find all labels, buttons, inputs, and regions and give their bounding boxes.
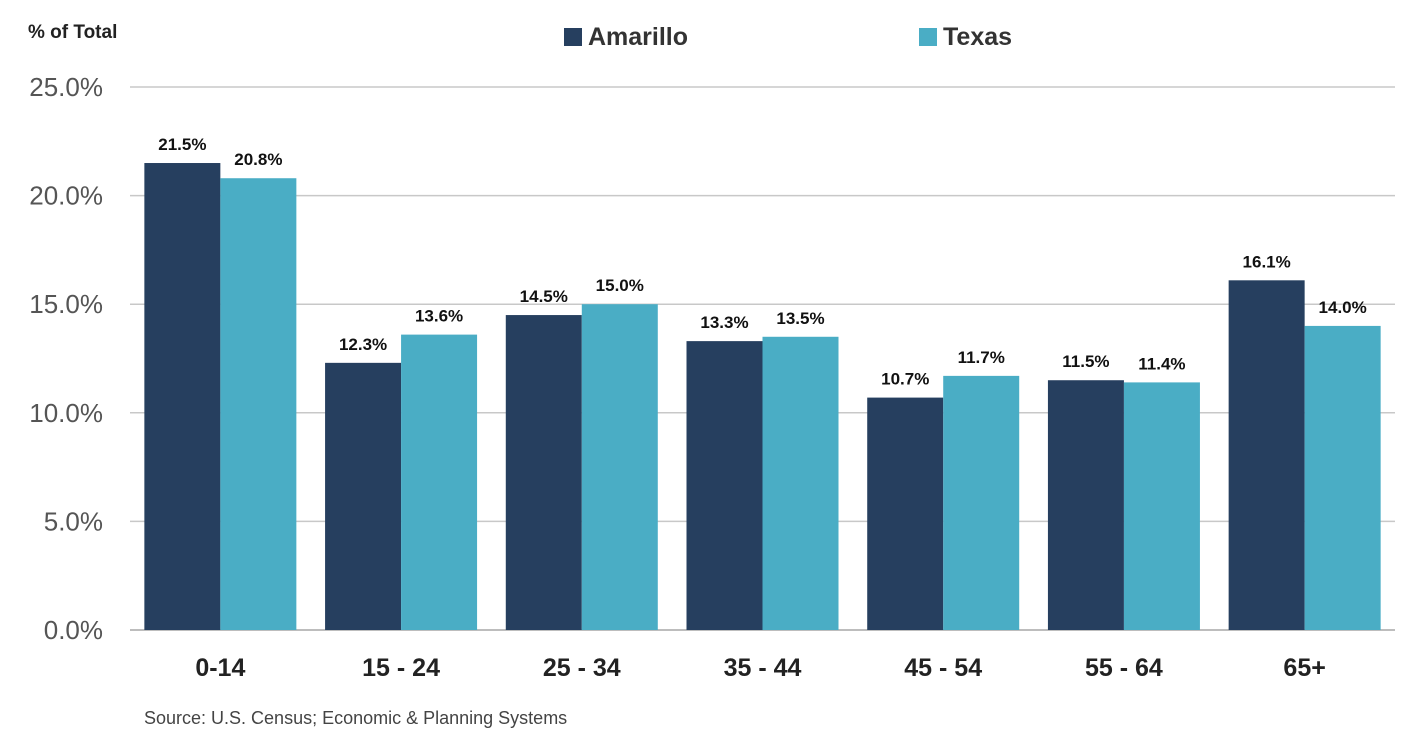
y-axis-title: % of Total [28,22,117,43]
bar-amarillo-6 [1228,280,1305,630]
data-label: 21.5% [158,135,206,154]
bar-amarillo-0 [144,163,221,630]
data-label: 13.3% [700,313,748,332]
legend-swatch-amarillo [564,28,582,46]
bar-texas-0 [220,178,297,630]
x-category-label: 35 - 44 [724,654,802,682]
y-axis-ticks: 0.0% 5.0% 10.0% 15.0% 20.0% 25.0% [29,72,103,645]
data-labels: 21.5% 20.8% 12.3% 13.6% 14.5% 15.0% 13.3% 13.5%… [158,135,1366,389]
bars [144,163,1381,630]
x-category-label: 45 - 54 [904,654,982,682]
source-note: Source: U.S. Census; Economic & Planning… [144,708,567,728]
x-category-label: 65+ [1283,654,1325,682]
x-category-label: 15 - 24 [362,654,440,682]
data-label: 15.0% [596,276,644,295]
x-category-label: 55 - 64 [1085,654,1163,682]
y-tick-label: 20.0% [29,181,103,211]
x-category-label: 0-14 [195,654,245,682]
data-label: 11.5% [1062,352,1109,371]
data-label: 14.5% [520,287,568,306]
y-tick-label: 25.0% [29,72,103,102]
data-label: 10.7% [881,370,929,389]
y-tick-label: 10.0% [29,398,103,428]
bar-texas-2 [581,304,658,630]
y-tick-label: 0.0% [44,615,103,645]
bar-amarillo-5 [1047,380,1124,630]
bar-texas-6 [1304,325,1381,630]
bar-texas-3 [762,336,839,630]
bar-amarillo-4 [867,397,944,630]
data-label: 16.1% [1243,252,1291,271]
legend-swatch-texas [919,28,937,46]
legend: Amarillo Texas [564,23,1012,51]
x-axis-categories: 0-14 15 - 24 25 - 34 35 - 44 45 - 54 55 - 64 6… [195,654,1326,682]
data-label: 20.8% [234,150,282,169]
data-label: 14.0% [1319,298,1367,317]
legend-label-amarillo: Amarillo [588,23,688,51]
data-label: 11.4% [1138,354,1185,373]
data-label: 13.6% [415,307,463,326]
x-category-label: 25 - 34 [543,654,621,682]
data-label: 12.3% [339,335,387,354]
bar-texas-4 [943,375,1020,630]
bar-texas-1 [401,334,478,630]
y-tick-label: 5.0% [44,506,103,536]
data-label: 11.7% [958,348,1005,367]
y-tick-label: 15.0% [29,289,103,319]
bar-amarillo-2 [505,315,582,630]
data-label: 13.5% [776,309,824,328]
bar-amarillo-1 [325,362,402,630]
bar-texas-5 [1123,382,1200,630]
bar-amarillo-3 [686,341,763,630]
legend-label-texas: Texas [943,23,1012,51]
